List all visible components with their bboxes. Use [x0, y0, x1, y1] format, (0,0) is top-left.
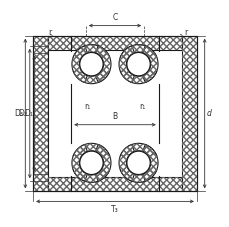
Text: D₂: D₂ — [19, 109, 27, 118]
Polygon shape — [142, 145, 157, 181]
Polygon shape — [73, 68, 109, 84]
Polygon shape — [73, 45, 109, 60]
Text: T₃: T₃ — [111, 205, 118, 214]
Polygon shape — [73, 143, 109, 159]
Polygon shape — [48, 177, 181, 191]
Polygon shape — [120, 143, 156, 159]
Polygon shape — [73, 167, 109, 182]
Text: d: d — [206, 109, 211, 118]
Circle shape — [126, 151, 150, 175]
Polygon shape — [142, 46, 157, 82]
Polygon shape — [120, 68, 156, 84]
Polygon shape — [72, 46, 87, 82]
Polygon shape — [95, 145, 110, 181]
Text: D₁: D₁ — [24, 109, 33, 118]
Polygon shape — [95, 46, 110, 82]
Polygon shape — [33, 36, 48, 191]
Circle shape — [126, 52, 150, 76]
Text: B: B — [112, 112, 117, 121]
Polygon shape — [72, 145, 87, 181]
Circle shape — [79, 52, 103, 76]
Polygon shape — [120, 167, 156, 182]
Text: C: C — [112, 13, 117, 22]
Text: D₃: D₃ — [14, 109, 23, 118]
Polygon shape — [119, 46, 134, 82]
Polygon shape — [120, 45, 156, 60]
Text: r: r — [48, 28, 51, 37]
Text: r: r — [184, 28, 187, 37]
Bar — [71, 84, 158, 143]
Text: r₁: r₁ — [139, 102, 145, 111]
Text: r₁: r₁ — [84, 102, 90, 111]
Polygon shape — [119, 145, 134, 181]
Circle shape — [79, 151, 103, 175]
Polygon shape — [181, 36, 196, 191]
Polygon shape — [48, 36, 181, 50]
